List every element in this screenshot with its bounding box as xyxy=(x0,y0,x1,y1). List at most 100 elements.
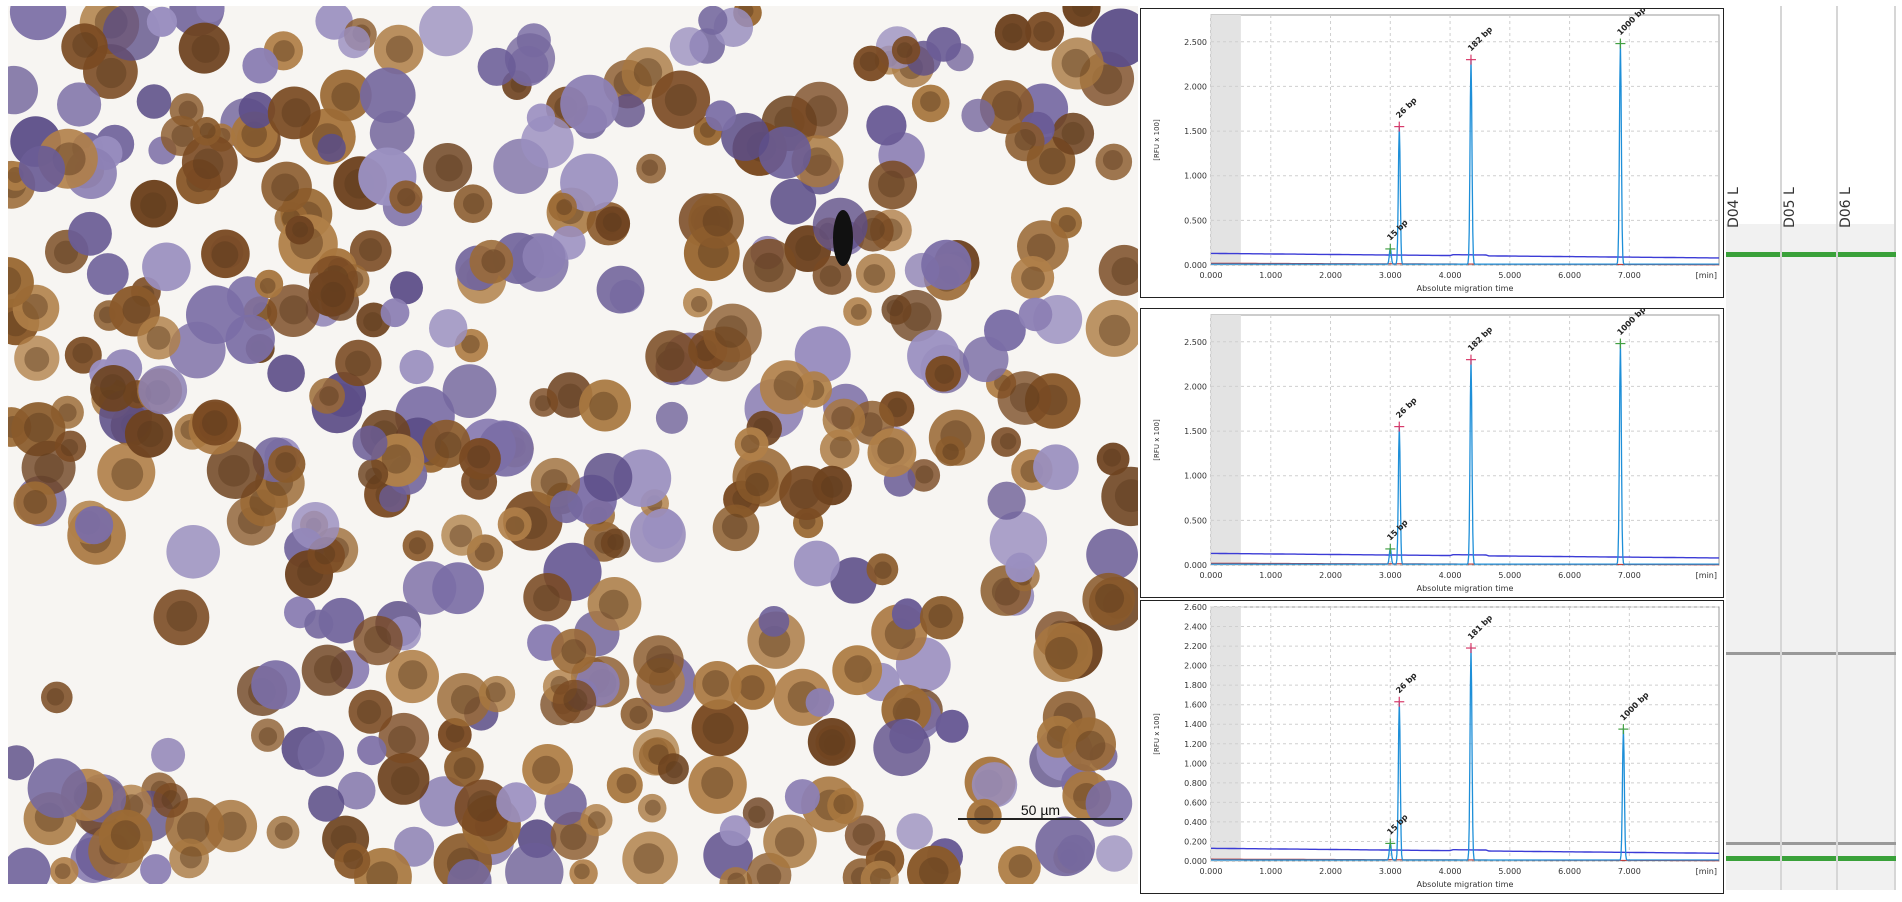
cell-nucleus xyxy=(665,761,683,779)
cell-nucleus xyxy=(388,725,416,754)
cell xyxy=(146,6,177,37)
cell-nucleus xyxy=(795,235,822,261)
y-tick-label: 1.000 xyxy=(1184,172,1207,181)
cell-nucleus xyxy=(818,729,846,756)
cell-nucleus xyxy=(166,600,198,632)
y-tick-label: 2.500 xyxy=(1184,38,1207,47)
cell xyxy=(181,134,238,191)
cell-nucleus xyxy=(1072,6,1093,17)
cell-nucleus xyxy=(463,193,485,215)
cell xyxy=(1101,466,1138,527)
cell-nucleus xyxy=(850,304,867,320)
cell xyxy=(97,443,156,502)
scale-bar-line xyxy=(958,818,1123,820)
cell-nucleus xyxy=(644,799,661,816)
cell xyxy=(349,230,392,272)
cell xyxy=(1098,244,1138,296)
cell-nucleus xyxy=(557,383,583,409)
cell xyxy=(437,718,472,752)
cell xyxy=(719,867,753,884)
cell xyxy=(86,253,129,295)
cell xyxy=(1062,6,1101,27)
cell xyxy=(57,82,102,127)
cell xyxy=(98,809,153,864)
cell-nucleus xyxy=(137,420,164,448)
cell xyxy=(866,553,899,586)
cell xyxy=(794,326,851,383)
lane-separator xyxy=(1780,6,1782,890)
cell xyxy=(442,364,497,418)
cell xyxy=(399,349,434,385)
cell xyxy=(1033,444,1079,491)
cell xyxy=(600,528,631,559)
y-tick-label: 1.600 xyxy=(1184,701,1207,710)
cell xyxy=(642,508,683,549)
cell-nucleus xyxy=(869,868,891,884)
x-tick-label: 4.000 xyxy=(1439,867,1462,876)
cell-nucleus xyxy=(218,455,250,487)
cell xyxy=(596,265,645,314)
cell xyxy=(548,192,577,222)
cell-nucleus xyxy=(177,811,210,845)
cell xyxy=(422,419,471,468)
cell-nucleus xyxy=(461,335,480,354)
cell xyxy=(338,26,371,59)
cell-nucleus xyxy=(691,296,708,313)
cell xyxy=(61,23,108,70)
cell xyxy=(763,814,817,869)
cell xyxy=(742,797,774,829)
x-tick-label: 3.000 xyxy=(1379,271,1402,280)
cell-nucleus xyxy=(8,266,22,295)
excluded-region xyxy=(1211,15,1241,265)
cell xyxy=(730,664,776,710)
x-axis-label: Absolute migration time xyxy=(1417,584,1514,593)
cell xyxy=(140,854,172,884)
cell xyxy=(919,596,964,640)
cell xyxy=(309,378,345,414)
cell xyxy=(1011,256,1055,300)
cell-nucleus xyxy=(60,439,79,457)
cell-nucleus xyxy=(819,265,842,287)
cell xyxy=(907,845,961,884)
cell xyxy=(437,673,491,727)
cell xyxy=(1052,112,1095,155)
cell-nucleus xyxy=(833,794,854,815)
cell xyxy=(866,105,907,146)
cell-nucleus xyxy=(217,811,247,841)
cell-nucleus xyxy=(140,192,167,219)
electropherogram-chart-1: 0.000 1.000 2.000 3.000 4.000 5.000 6.000 7.000… xyxy=(1153,9,1720,293)
cell-nucleus xyxy=(588,811,606,829)
cell xyxy=(891,36,921,65)
cell xyxy=(352,425,388,461)
x-tick-label: 0.000 xyxy=(1200,867,1223,876)
cell xyxy=(14,335,60,381)
cell-nucleus xyxy=(320,281,346,308)
cell xyxy=(793,540,840,587)
cell xyxy=(1085,780,1133,827)
cell xyxy=(579,379,631,432)
cell xyxy=(606,767,643,804)
cell xyxy=(385,649,439,704)
lane-background xyxy=(1782,224,1836,890)
cell xyxy=(358,459,389,490)
cell xyxy=(285,215,315,245)
cell-nucleus xyxy=(359,238,382,262)
y-axis-label: [RFU x 100] xyxy=(1153,119,1161,161)
cell xyxy=(1091,8,1138,68)
cell xyxy=(178,22,230,74)
cell xyxy=(153,782,189,818)
gel-band xyxy=(1726,842,1780,845)
cell xyxy=(377,753,430,805)
cell xyxy=(50,857,79,884)
cell-nucleus xyxy=(279,295,309,325)
cell-nucleus xyxy=(122,295,151,324)
cell xyxy=(379,484,408,513)
baseline-trace xyxy=(1211,552,1719,559)
gel-band xyxy=(1782,252,1836,257)
cell-nucleus xyxy=(1075,730,1106,761)
cell-nucleus xyxy=(161,790,181,810)
cell-nucleus xyxy=(179,846,202,869)
cell xyxy=(1096,442,1130,476)
cell-nucleus xyxy=(859,51,880,72)
cell xyxy=(429,309,468,348)
